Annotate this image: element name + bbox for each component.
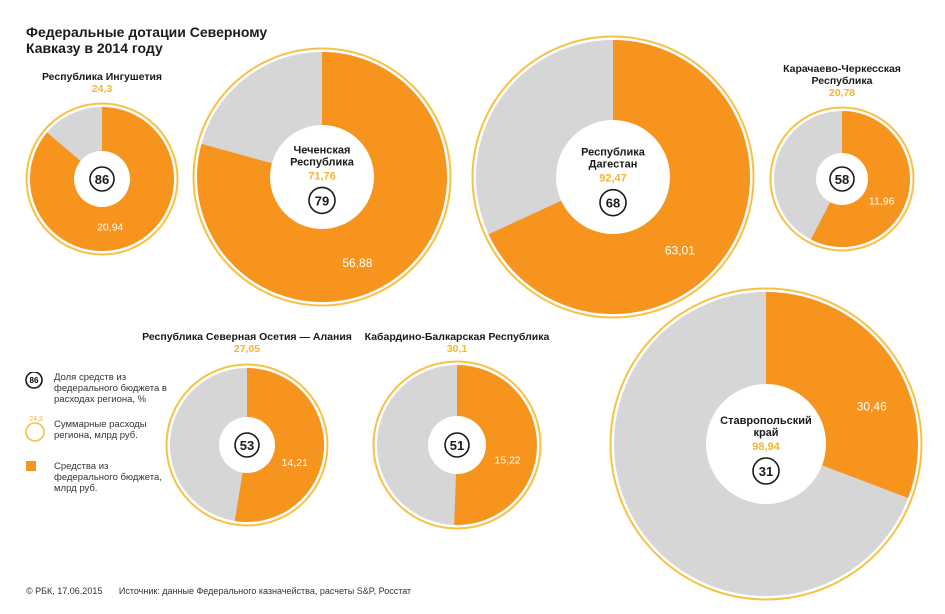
region-7-center-hole [706, 384, 826, 504]
region-4-federal-label: 11,96 [869, 196, 895, 208]
region-7-share-badge [752, 457, 780, 485]
chart-title: Федеральные дотации Северному Кавказу в … [26, 24, 268, 56]
region-4-total-ring [769, 106, 915, 252]
region-3-share-label: 68 [606, 196, 620, 211]
region-2-total-ring [192, 47, 452, 307]
region-5-total-ring [165, 363, 329, 527]
region-4-name-line-1: Карачаево-Черкесская [783, 63, 901, 75]
legend: 86 Доля средств из федерального бюджета … [24, 372, 174, 508]
region-5-federal-label: 14,21 [282, 457, 308, 469]
region-3-share-badge [599, 188, 627, 217]
region-5-total-label: 27,05 [234, 343, 260, 355]
region-3-name-line-1: Республика [581, 147, 646, 159]
footer-source: Источник: данные Федерального казначейст… [118, 586, 412, 596]
region-1-share-badge [89, 166, 115, 192]
footer: © РБК, 17.06.2015 Источник: данные Федер… [26, 586, 425, 596]
region-6-total-ring [372, 360, 542, 530]
region-1-total-label: 24,3 [92, 83, 113, 95]
region-2-center-hole [270, 125, 374, 229]
region-2-share-badge [308, 186, 336, 215]
region-7-federal-label: 30,46 [857, 399, 887, 413]
region-2-federal-label: 56,88 [342, 256, 372, 270]
region-1-total-ring [25, 102, 179, 256]
legend-federal-label: Средства из федерального бюджета, млрд р… [54, 461, 162, 494]
region-2-name-line-1: Чеченская [294, 144, 351, 156]
region-5-share-badge [234, 432, 260, 458]
region-1-federal-label: 20,94 [97, 221, 123, 233]
region-6-share-badge [444, 432, 470, 458]
region-5-name-line-1: Республика Северная Осетия — Алания [142, 331, 352, 343]
region-7-share-label: 31 [759, 464, 773, 479]
region-5-share-label: 53 [240, 438, 254, 453]
region-4-share-badge [829, 166, 855, 192]
region-1-name-line-1: Республика Ингушетия [42, 71, 162, 83]
region-3-total-label: 92,47 [599, 173, 627, 185]
region-1-share-label: 86 [95, 172, 109, 187]
legend-total-symbol: 24,3 [25, 416, 45, 442]
region-2-total-label: 71,76 [308, 170, 336, 182]
region-4-share-label: 58 [835, 172, 849, 187]
region-3-total-ring [471, 35, 755, 319]
region-6-federal-slice [454, 365, 537, 525]
region-3-name-line-2: Дагестан [589, 159, 638, 171]
legend-share-label: Доля средств из федерального бюджета в р… [54, 372, 167, 405]
legend-total-label: Суммарные расходы региона, млрд руб. [54, 419, 147, 441]
region-6-share-label: 51 [450, 438, 464, 453]
region-3-center-hole [556, 120, 670, 234]
region-4-name-line-2: Республика [812, 75, 873, 87]
legend-share-symbol: 86 [25, 372, 43, 389]
legend-share-sample: 86 [30, 376, 39, 385]
region-6-total-label: 30,1 [447, 343, 468, 355]
region-7-total-label: 98,94 [752, 441, 780, 453]
region-4-total-label: 20,78 [829, 87, 855, 99]
region-5-federal-slice [234, 368, 324, 522]
region-3-federal-label: 63,01 [665, 243, 695, 257]
legend-total-sample: 24,3 [29, 416, 43, 423]
region-2-name-line-2: Республика [290, 156, 355, 168]
legend-federal-symbol [26, 461, 36, 471]
region-2-share-label: 79 [315, 193, 329, 208]
legend-item-share: 86 Доля средств из федерального бюджета … [24, 372, 174, 405]
legend-item-federal: Средства из федерального бюджета, млрд р… [24, 461, 174, 494]
footer-copyright: © РБК, 17.06.2015 [26, 586, 103, 596]
region-7-name-line-2: край [753, 427, 778, 439]
region-6-name-line-1: Кабардино-Балкарская Республика [365, 331, 550, 343]
region-7-total-ring [609, 287, 923, 601]
region-6-federal-label: 15,22 [495, 455, 521, 467]
region-7-name-line-1: Ставропольский [720, 415, 812, 427]
legend-item-total: 24,3 Суммарные расходы региона, млрд руб… [24, 416, 174, 442]
